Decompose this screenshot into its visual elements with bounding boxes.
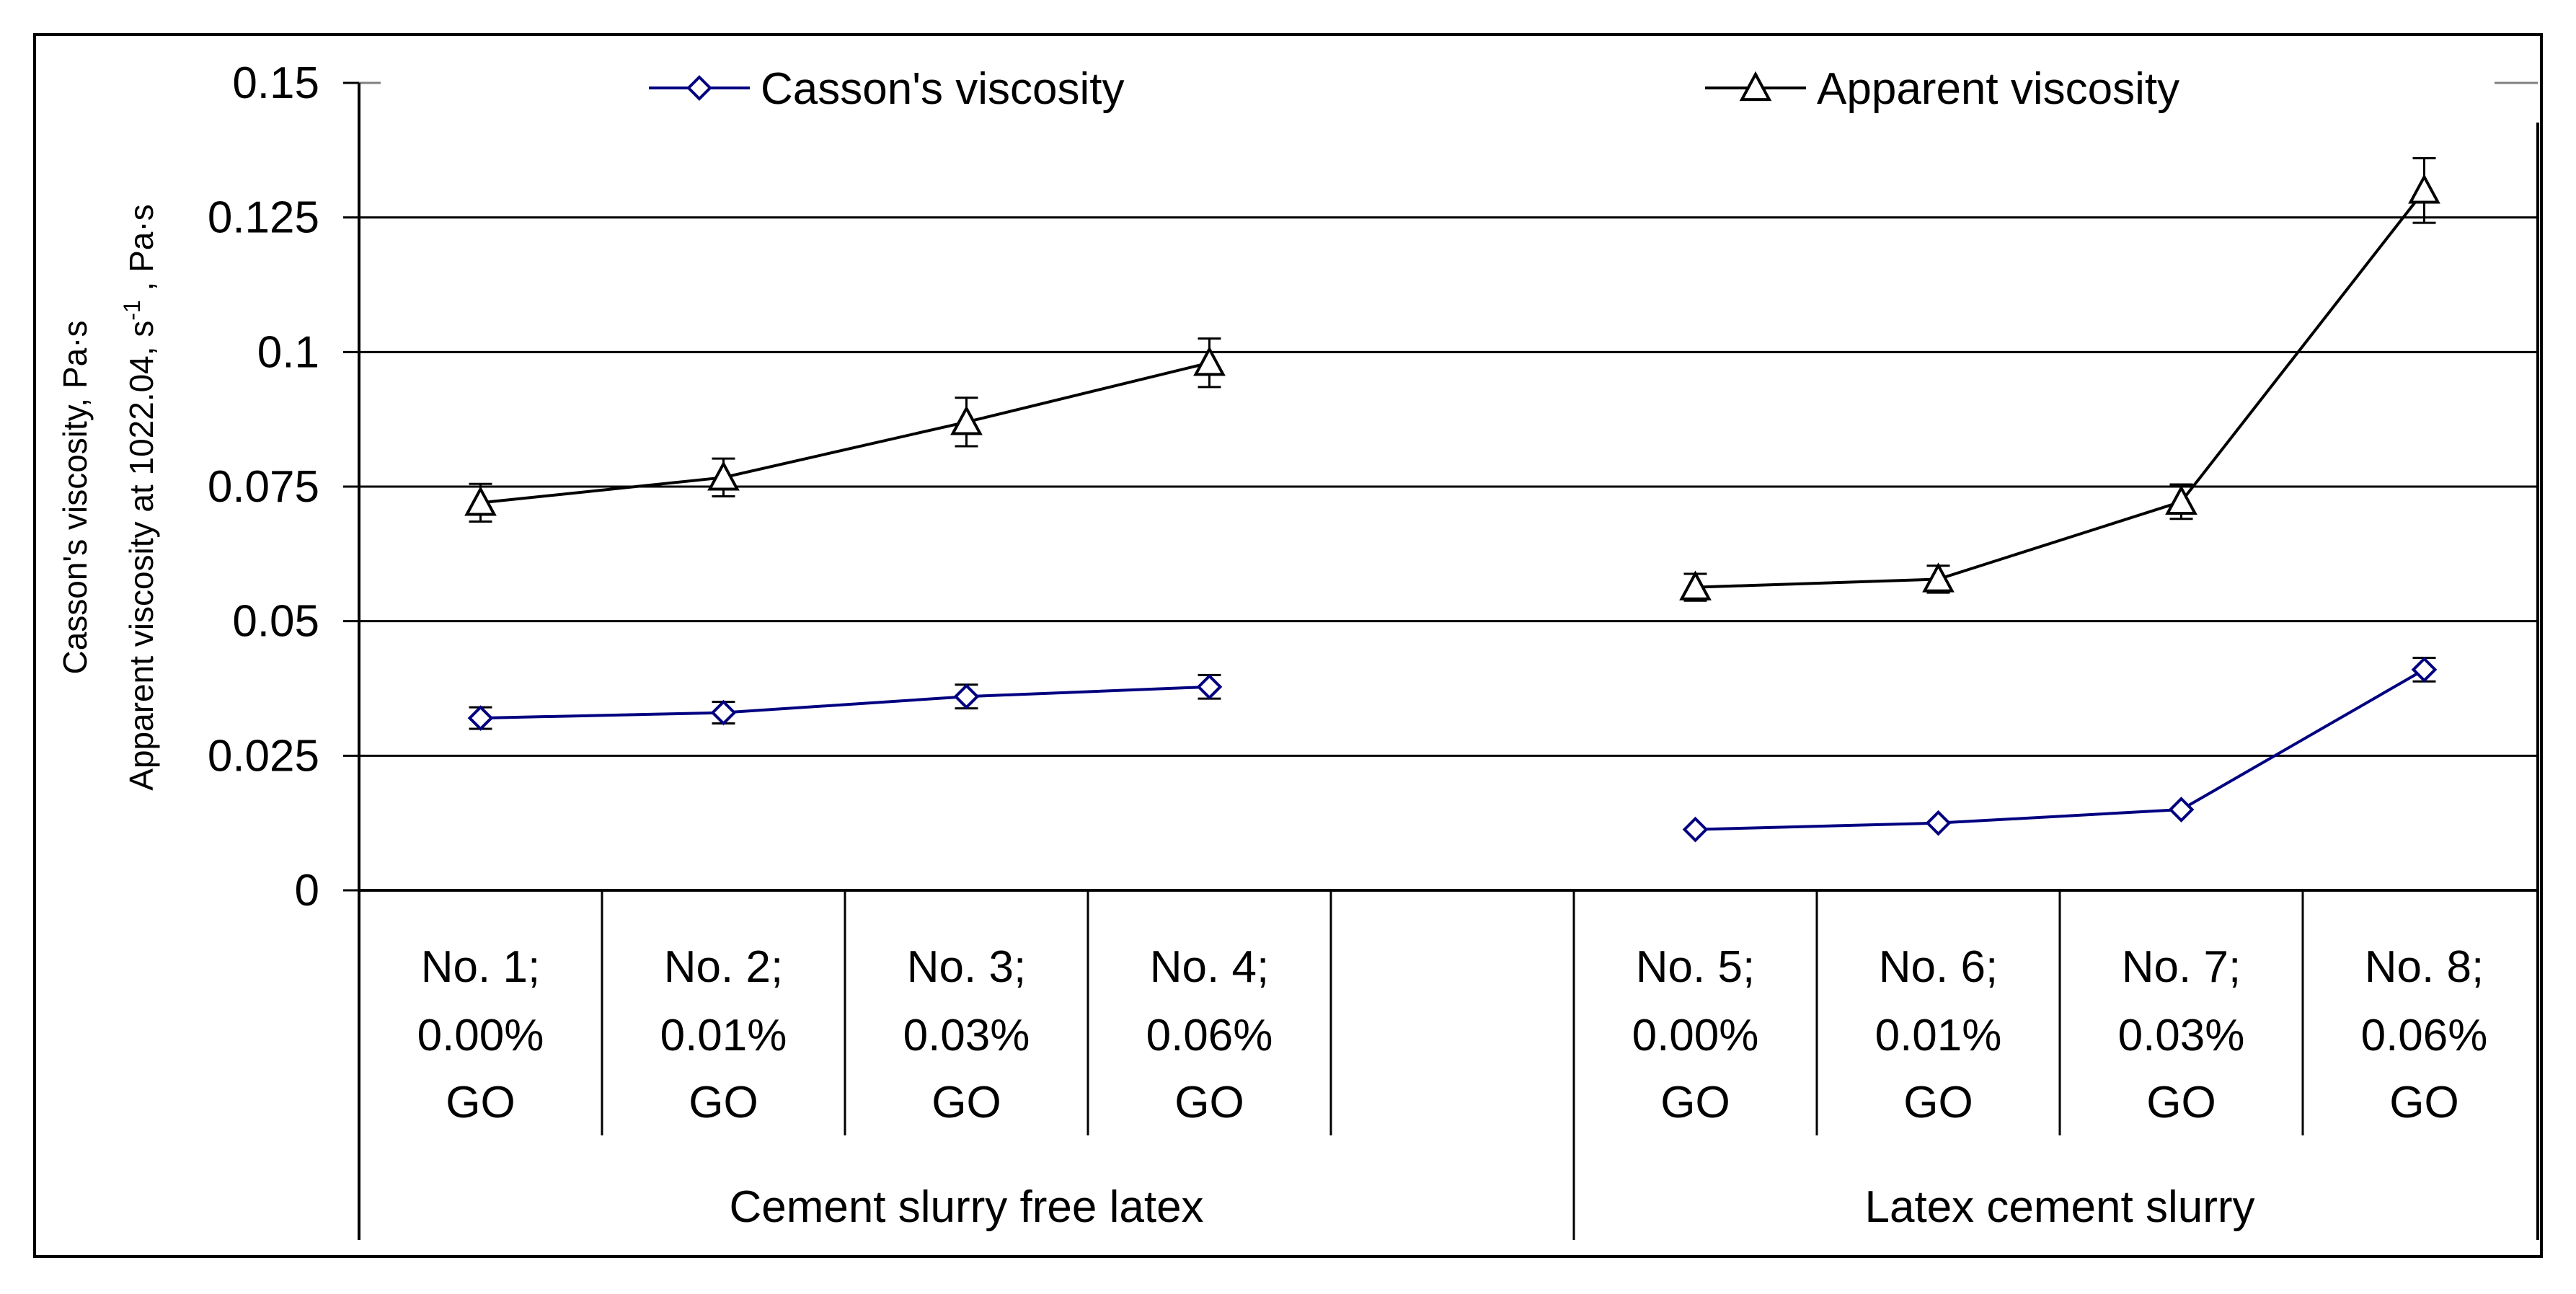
y-tick-label: 0 [295,866,319,916]
category-label-line2: 0.00% [417,1011,544,1060]
legend-label-apparent-viscosity: Apparent viscosity [1817,64,2179,114]
apparent-viscosity-point [1679,570,1712,601]
casson-s-viscosity-point [1925,810,1952,836]
casson-s-viscosity-point [710,699,737,726]
y-tick-label: 0.1 [257,327,319,377]
category-label-line2: 0.01% [660,1011,787,1060]
apparent-viscosity-point [950,405,983,435]
y-tick-label: 0.05 [232,597,319,647]
category-label-line1: No. 4; [1150,942,1269,992]
apparent-viscosity-point [1922,562,1955,593]
category-label-line3: GO [1174,1078,1244,1127]
category-label-line2: 0.01% [1875,1011,2002,1060]
chart-frame [33,33,2543,1258]
category-label-line1: No. 3; [907,942,1026,992]
casson-s-viscosity-line [1695,668,2425,831]
category-label-line1: No. 5; [1636,942,1755,992]
category-label-line1: No. 8; [2365,942,2484,992]
y-axis-label-line2-main: Apparent viscosity at 1022.04, s [123,321,160,791]
casson-s-viscosity-point [2168,797,2195,823]
y-tick-label: 0.025 [208,731,319,781]
category-label-line1: No. 1; [421,942,540,992]
category-label-line3: GO [1660,1078,1730,1127]
category-label-line3: GO [2146,1078,2216,1127]
y-tick-label: 0.075 [208,462,319,512]
y-axis-label-line2-unit: , Pa·s [123,204,160,300]
casson-s-viscosity-point [2411,657,2438,683]
category-label-line2: 0.03% [903,1011,1030,1060]
casson-s-viscosity-line [480,685,1210,720]
category-label-line1: No. 7; [2122,942,2241,992]
casson-s-viscosity-point [1682,816,1709,843]
axes: 0 0.025 0.05 0.075 0.1 0.125 0.15 No. 1; 0.00% GO… [208,58,2539,1240]
y-tick-label: 0.15 [232,58,319,108]
casson-s-viscosity-point [467,705,494,731]
legend-marker-apparent-viscosity [1739,71,1772,102]
category-label-line1: No. 2; [664,942,783,992]
data-series [464,157,2440,843]
legend-label-casson-s-viscosity: Casson's viscosity [761,64,1125,114]
category-label-line3: GO [689,1078,758,1127]
legend-marker-casson-s-viscosity [686,75,712,101]
category-label-line2: 0.06% [2361,1011,2488,1060]
category-label-line2: 0.03% [2118,1011,2245,1060]
y-axis-label-line2: Apparent viscosity at 1022.04, s-1 , Pa·… [119,204,160,790]
group-label: Cement slurry free latex [729,1182,1203,1232]
apparent-viscosity-point [2408,174,2440,204]
y-axis-label-line1: Casson's viscosity, Pa·s [56,320,94,674]
category-label-line3: GO [446,1078,515,1127]
category-label-line3: GO [1903,1078,1973,1127]
casson-s-viscosity-point [1196,673,1223,700]
category-label-line3: GO [2389,1078,2458,1127]
category-label-line2: 0.06% [1146,1011,1273,1060]
apparent-viscosity-point [1193,346,1226,376]
apparent-viscosity-line [1695,190,2426,589]
y-tick-label: 0.125 [208,193,319,243]
casson-s-viscosity-point [953,683,980,710]
category-label-line1: No. 6; [1879,942,1998,992]
apparent-viscosity-line [480,361,1210,505]
apparent-viscosity-point [464,486,497,516]
y-axis-label-line2-sup: -1 [119,300,145,320]
category-label-line3: GO [931,1078,1001,1127]
legend: Casson's viscosity Apparent viscosity [649,64,2179,114]
apparent-viscosity-point [2165,484,2197,515]
apparent-viscosity-point [707,461,740,491]
group-label: Latex cement slurry [1865,1182,2255,1232]
category-label-line2: 0.00% [1632,1011,1759,1060]
